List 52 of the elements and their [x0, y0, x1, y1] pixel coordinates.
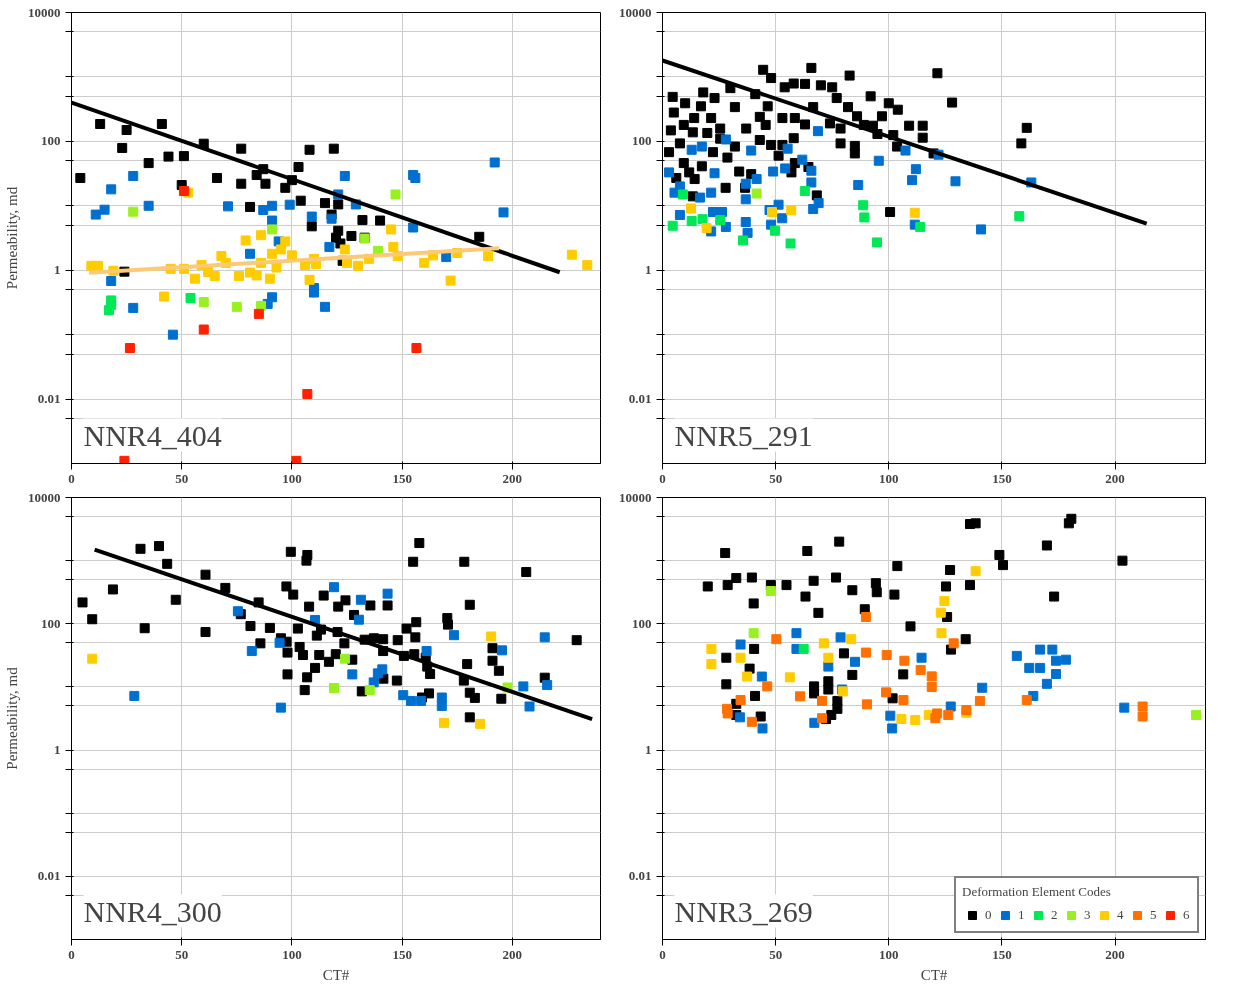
x-tick-label: 150 — [392, 946, 412, 962]
y-tick-label: 100 — [41, 133, 61, 149]
y-tick-label: 1 — [54, 742, 61, 758]
legend-label: 0 — [985, 907, 993, 923]
y-tick-label: 1 — [54, 262, 61, 278]
y-tick-label: 1 — [645, 262, 652, 278]
x-tick-label: 50 — [769, 946, 783, 962]
y-tick-label: 100 — [632, 133, 652, 149]
y-tick-label: 0.01 — [628, 391, 652, 407]
legend-label: 4 — [1117, 907, 1125, 923]
annotation: NNR5_291 — [674, 418, 813, 452]
x-tick-label: 100 — [879, 470, 899, 486]
y-tick-label: 10000 — [28, 489, 61, 505]
legend-label: 3 — [1084, 907, 1092, 923]
y-tick-label: 0.01 — [37, 391, 61, 407]
y-tick-label: 1 — [645, 742, 652, 758]
y-tick-label: 10000 — [28, 4, 61, 20]
x-tick-label: 200 — [502, 470, 523, 486]
y-axis-title: Permeability, md — [4, 186, 20, 290]
x-tick-label: 200 — [1105, 470, 1125, 486]
x-tick-label: 100 — [879, 946, 899, 962]
y-tick-label: 10000 — [619, 489, 652, 505]
x-tick-label: 0 — [68, 946, 75, 962]
y-axis-title: Permeability, md — [4, 666, 20, 770]
legend-label: 2 — [1051, 907, 1059, 923]
annotation: NNR3_269 — [674, 894, 813, 928]
x-tick-label: 100 — [282, 946, 302, 962]
x-tick-label: 0 — [659, 946, 666, 962]
x-tick-label: 0 — [68, 470, 75, 486]
x-tick-label: 50 — [769, 470, 783, 486]
x-tick-label: 100 — [282, 470, 302, 486]
legend-label: 6 — [1183, 907, 1191, 923]
y-tick-label: 0.01 — [628, 868, 652, 884]
x-tick-label: 50 — [175, 946, 189, 962]
x-tick-label: 150 — [992, 470, 1012, 486]
legend-label: 1 — [1018, 907, 1026, 923]
y-tick-label: 10000 — [619, 4, 652, 20]
y-tick-label: 0.01 — [37, 868, 61, 884]
x-tick-label: 200 — [1105, 946, 1125, 962]
y-tick-label: 100 — [632, 615, 652, 631]
x-tick-label: 50 — [175, 470, 189, 486]
x-tick-label: 0 — [659, 470, 666, 486]
annotation: NNR4_300 — [83, 894, 222, 928]
x-axis-title: CT# — [322, 966, 350, 983]
x-tick-label: 200 — [502, 946, 523, 962]
legend-title: Deformation Element Codes — [962, 884, 1112, 900]
x-axis-title: CT# — [920, 966, 948, 983]
x-tick-label: 150 — [992, 946, 1012, 962]
annotation: NNR4_404 — [83, 418, 222, 452]
legend-label: 5 — [1150, 907, 1158, 923]
x-tick-label: 150 — [392, 470, 412, 486]
y-tick-label: 100 — [41, 615, 61, 631]
